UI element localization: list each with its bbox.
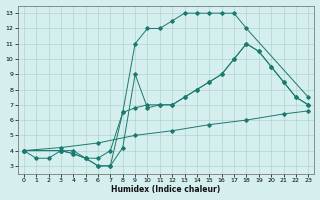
- X-axis label: Humidex (Indice chaleur): Humidex (Indice chaleur): [111, 185, 221, 194]
